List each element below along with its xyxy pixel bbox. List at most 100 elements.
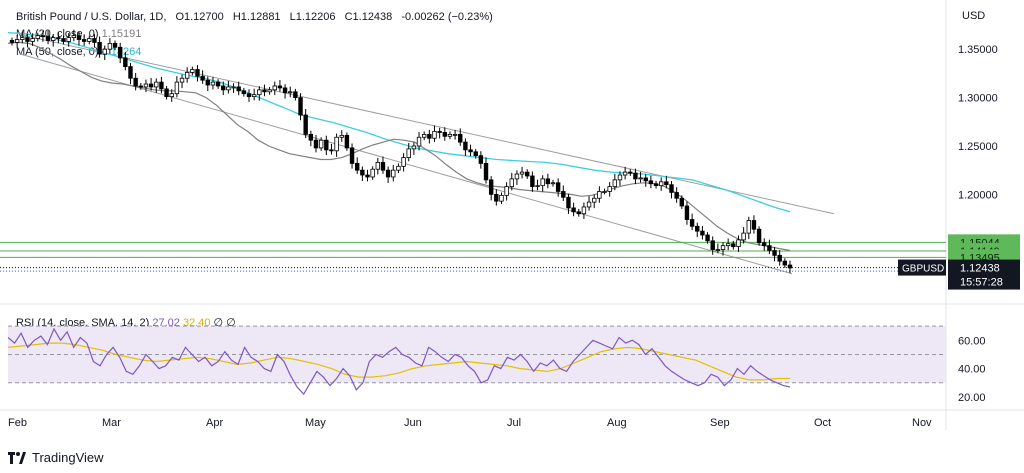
price-tick-label: 1.35000: [958, 44, 998, 56]
candle-body: [215, 81, 221, 87]
candles-group: [9, 29, 793, 274]
candle-body: [318, 139, 324, 149]
month-tick-label: Sep: [710, 417, 730, 429]
candle-body: [442, 132, 447, 137]
candle-body: [20, 37, 25, 40]
candle-body: [731, 243, 736, 248]
candle-body: [648, 180, 654, 185]
candle-body: [401, 157, 406, 167]
candle-body: [406, 148, 411, 158]
rsi-line: [7, 327, 791, 396]
candle-body: [561, 191, 566, 198]
ma20-value: 1.15191: [101, 28, 142, 40]
upper-channel-line: [19, 34, 835, 215]
rsi-tick-label: 20.00: [958, 392, 986, 404]
candle-body: [705, 234, 710, 242]
lower-channel-line: [19, 53, 793, 275]
candle-body: [530, 175, 535, 188]
candle-body: [468, 149, 473, 153]
candle-body: [277, 85, 283, 89]
candle-body: [288, 91, 293, 94]
candle-body: [272, 85, 277, 91]
candle-body: [504, 186, 509, 196]
candle-body: [700, 230, 705, 236]
candle-body: [66, 37, 71, 42]
candle-body: [695, 225, 700, 232]
candle-body: [540, 178, 545, 187]
candle-body: [633, 172, 638, 180]
candle-body: [251, 94, 257, 98]
price-tick-label: 1.20000: [958, 189, 998, 201]
candle-body: [421, 133, 427, 138]
candle-body: [411, 145, 417, 150]
candle-body: [762, 242, 767, 247]
candle-body: [514, 173, 520, 180]
candle-body: [576, 211, 581, 215]
candle-body: [87, 38, 92, 42]
candle-body: [76, 35, 82, 40]
symbol-tag: [898, 259, 946, 276]
candle-body: [416, 136, 422, 147]
candle-body: [653, 183, 659, 187]
countdown-label: 15:57:28: [960, 277, 1003, 289]
candle-body: [483, 163, 489, 181]
candle-body: [154, 81, 159, 88]
candle-body: [488, 179, 494, 195]
footer: TradingView: [8, 450, 104, 465]
candle-body: [174, 81, 180, 95]
candle-body: [638, 177, 643, 180]
candle-body: [607, 186, 612, 192]
candle-body: [494, 193, 499, 202]
rsi-tick-label: 60.00: [958, 335, 986, 347]
candle-body: [195, 69, 200, 77]
candle-body: [40, 35, 46, 38]
candle-body: [210, 81, 216, 86]
month-tick-label: Aug: [607, 417, 627, 429]
month-tick-label: Jul: [507, 417, 521, 429]
candle-body: [169, 93, 174, 98]
candle-body: [586, 201, 592, 208]
candle-body: [221, 85, 226, 91]
candle-body: [452, 133, 458, 136]
candle-body: [355, 163, 360, 171]
candle-body: [581, 206, 587, 215]
candle-body: [473, 151, 478, 157]
candle-body: [241, 90, 247, 95]
candle-body: [257, 89, 262, 96]
candle-body: [303, 114, 308, 135]
candle-body: [545, 178, 551, 185]
candle-body: [463, 141, 468, 151]
candle-body: [205, 79, 210, 86]
candle-body: [179, 77, 185, 83]
candle-body: [51, 37, 56, 41]
candle-body: [200, 75, 205, 81]
candle-body: [334, 136, 339, 152]
candle-body: [679, 197, 685, 207]
candle-body: [117, 46, 123, 59]
candle-body: [365, 174, 370, 178]
symbol-title: British Pound / U.S. Dollar, 1D,: [16, 11, 170, 23]
candle-body: [190, 69, 195, 73]
candle-body: [9, 40, 15, 43]
candle-body: [56, 37, 61, 39]
candle-body: [262, 89, 267, 93]
candle-body: [772, 250, 777, 256]
candle-body: [751, 220, 757, 230]
candle-body: [592, 197, 597, 203]
brand-label: TradingView: [32, 450, 104, 465]
month-tick-label: Feb: [8, 417, 27, 429]
candle-body: [231, 86, 236, 89]
candle-body: [628, 171, 633, 174]
candle-body: [45, 36, 51, 41]
candle-body: [664, 181, 669, 186]
candle-body: [782, 260, 788, 266]
candle-body: [746, 220, 751, 234]
candle-body: [715, 249, 721, 251]
last-price-tag: [948, 259, 1020, 290]
month-tick-label: Apr: [206, 417, 223, 429]
candle-body: [499, 194, 504, 202]
candle-body: [102, 48, 107, 55]
candle-body: [741, 232, 746, 241]
candle-body: [370, 168, 375, 178]
